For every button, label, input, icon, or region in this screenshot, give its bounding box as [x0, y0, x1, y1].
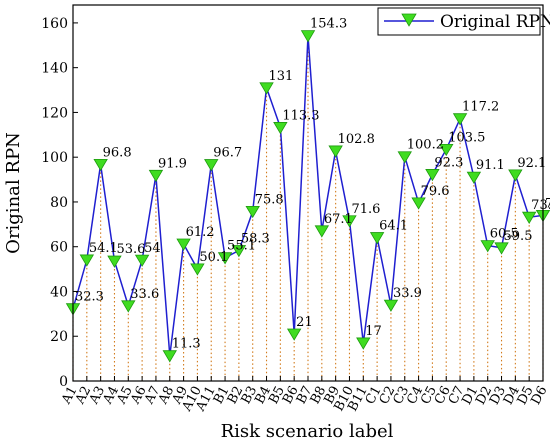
- x-tick-label: B9: [322, 384, 344, 407]
- data-label: 60.5: [490, 227, 519, 242]
- data-label: 131: [269, 69, 294, 84]
- data-label: 96.7: [213, 146, 242, 161]
- data-label: 75.8: [255, 192, 284, 207]
- x-tick-label: B6: [280, 384, 302, 407]
- data-point-marker: [245, 205, 260, 219]
- data-label: 33.9: [393, 286, 422, 301]
- y-tick-label: 60: [50, 240, 68, 256]
- data-label: 103.5: [448, 130, 485, 145]
- data-label: 73.2: [531, 198, 550, 213]
- data-point-marker: [259, 82, 274, 95]
- data-point-marker: [121, 300, 136, 313]
- x-tick-label: B5: [266, 384, 288, 407]
- x-tick-label: B4: [252, 384, 274, 407]
- data-point-marker: [134, 254, 150, 267]
- data-label: 91.9: [158, 156, 187, 171]
- data-label: 117.2: [462, 100, 499, 115]
- data-label: 50.1: [199, 250, 228, 265]
- data-point-marker: [286, 328, 302, 341]
- data-point-marker: [521, 211, 537, 224]
- y-tick-label: 160: [41, 16, 68, 32]
- y-tick-label: 100: [41, 150, 68, 166]
- legend-box: [377, 7, 541, 36]
- y-tick-label: 40: [50, 284, 68, 300]
- data-label: 11.3: [172, 337, 201, 352]
- drop-lines: [72, 35, 544, 381]
- data-label: 59.5: [504, 229, 533, 244]
- data-point-marker: [494, 242, 509, 255]
- data-point-marker: [356, 337, 371, 350]
- data-point-marker: [466, 171, 482, 184]
- legend: Original RPN: [377, 7, 550, 36]
- x-tick-label: B2: [225, 384, 247, 407]
- y-tick-label: 140: [41, 61, 68, 77]
- x-axis: A1A2A3A4A5A6A7A8A9A10A11B1B2B3B4B5B6B7B8…: [59, 376, 550, 415]
- data-point-marker: [79, 254, 95, 267]
- y-tick-label: 20: [50, 329, 68, 345]
- data-label: 55.1: [227, 239, 256, 254]
- data-point-marker: [107, 255, 122, 268]
- x-tick-label: D6: [529, 384, 550, 408]
- x-axis-label: Risk scenario label: [221, 421, 394, 442]
- y-tick-label: 120: [41, 105, 68, 121]
- data-point-marker: [204, 159, 219, 172]
- data-point-marker: [93, 158, 108, 172]
- legend-marker-icon: [401, 13, 417, 27]
- data-point-marker: [383, 299, 399, 312]
- data-label: 54: [144, 241, 161, 256]
- data-label: 154.3: [310, 17, 347, 32]
- data-point-marker: [397, 151, 412, 164]
- data-label: 32.3: [75, 290, 104, 305]
- data-label: 17: [365, 324, 382, 339]
- data-label: 74: [545, 196, 550, 211]
- data-label: 91.1: [476, 158, 505, 173]
- data-point-marker: [411, 197, 426, 210]
- data-label: 71.6: [351, 202, 380, 217]
- data-label: 92.1: [517, 156, 546, 171]
- data-label: 53.6: [116, 242, 145, 257]
- x-tick-label: B7: [294, 384, 316, 407]
- data-point-marker: [190, 263, 205, 276]
- data-point-marker: [452, 113, 468, 126]
- data-point-marker: [273, 122, 288, 135]
- data-label: 102.8: [338, 132, 375, 147]
- data-point-marker: [342, 215, 357, 228]
- x-tick-label: B3: [239, 384, 261, 407]
- data-point-marker: [231, 245, 247, 258]
- data-label: 21: [296, 315, 313, 330]
- y-axis: 0 20 40 60 80 100 120 140 160: [41, 16, 78, 390]
- y-tick-label: 0: [59, 374, 68, 390]
- data-point-marker: [217, 252, 233, 265]
- data-label: 33.6: [130, 287, 159, 302]
- data-point-marker: [300, 30, 316, 43]
- data-label: 100.2: [407, 138, 444, 153]
- data-label: 67.1: [324, 212, 353, 227]
- data-label: 79.6: [421, 184, 450, 199]
- data-label: 113.3: [282, 108, 319, 123]
- y-tick-label: 80: [50, 195, 68, 211]
- x-tick-label: B1: [211, 384, 233, 407]
- data-point-marker: [176, 238, 191, 251]
- data-label: 96.8: [103, 145, 132, 160]
- data-point-marker: [148, 169, 164, 183]
- data-point-marker: [480, 240, 495, 253]
- x-tick-label: B8: [308, 384, 330, 407]
- data-point-marker: [508, 169, 523, 182]
- legend-series-label: Original RPN: [440, 12, 550, 32]
- data-label: 92.3: [434, 155, 463, 170]
- y-axis-label: Original RPN: [3, 132, 24, 254]
- data-point-marker: [425, 169, 440, 182]
- data-point-marker: [314, 225, 330, 238]
- data-label: 58.3: [241, 232, 270, 247]
- data-label: 61.2: [186, 225, 215, 240]
- data-point-marker: [369, 232, 385, 245]
- data-label: 64.1: [379, 219, 408, 234]
- data-point-marker: [439, 143, 454, 157]
- data-point-marker: [328, 145, 343, 158]
- data-point-marker: [162, 350, 177, 363]
- data-label: 54.1: [89, 241, 118, 256]
- data-labels-group: 32.3 54.1 96.8 53.6 33.6 54 91.9 11.3 61.2 50.1 96…: [75, 17, 550, 352]
